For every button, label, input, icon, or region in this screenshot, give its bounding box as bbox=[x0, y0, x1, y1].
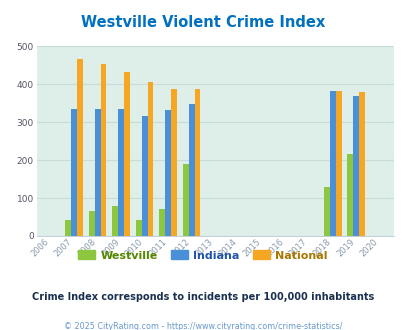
Bar bbox=[159, 210, 165, 236]
Bar bbox=[352, 96, 358, 236]
Bar bbox=[335, 91, 341, 236]
Bar bbox=[71, 109, 77, 236]
Bar bbox=[171, 89, 177, 236]
Bar bbox=[124, 72, 130, 236]
Legend: Westville, Indiana, National: Westville, Indiana, National bbox=[74, 246, 331, 265]
Bar bbox=[100, 64, 106, 236]
Bar bbox=[188, 104, 194, 236]
Bar bbox=[347, 154, 352, 236]
Bar bbox=[182, 164, 188, 236]
Bar bbox=[94, 109, 100, 236]
Text: Westville Violent Crime Index: Westville Violent Crime Index bbox=[81, 15, 324, 30]
Text: © 2025 CityRating.com - https://www.cityrating.com/crime-statistics/: © 2025 CityRating.com - https://www.city… bbox=[64, 322, 341, 330]
Bar bbox=[112, 206, 118, 236]
Bar bbox=[194, 89, 200, 236]
Bar bbox=[77, 59, 83, 236]
Bar bbox=[165, 110, 171, 236]
Bar bbox=[358, 92, 364, 236]
Bar bbox=[147, 82, 153, 236]
Bar bbox=[323, 187, 329, 236]
Text: Crime Index corresponds to incidents per 100,000 inhabitants: Crime Index corresponds to incidents per… bbox=[32, 292, 373, 302]
Bar bbox=[136, 220, 141, 236]
Bar bbox=[329, 91, 335, 236]
Bar bbox=[118, 109, 124, 236]
Bar bbox=[141, 116, 147, 236]
Bar bbox=[65, 220, 71, 236]
Bar bbox=[89, 211, 94, 236]
